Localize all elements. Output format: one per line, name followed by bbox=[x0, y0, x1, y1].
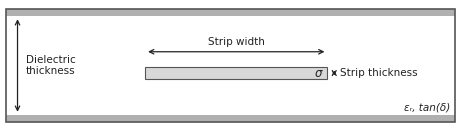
Bar bbox=[6, 9, 455, 16]
Bar bbox=[6, 9, 455, 122]
Text: Strip thickness: Strip thickness bbox=[340, 68, 417, 78]
Text: Dielectric
thickness: Dielectric thickness bbox=[26, 55, 76, 76]
Text: Strip width: Strip width bbox=[208, 37, 265, 47]
Bar bbox=[6, 115, 455, 122]
Text: εᵣ, tan(δ): εᵣ, tan(δ) bbox=[404, 102, 450, 112]
Text: σ: σ bbox=[314, 67, 322, 80]
Bar bbox=[145, 67, 327, 79]
